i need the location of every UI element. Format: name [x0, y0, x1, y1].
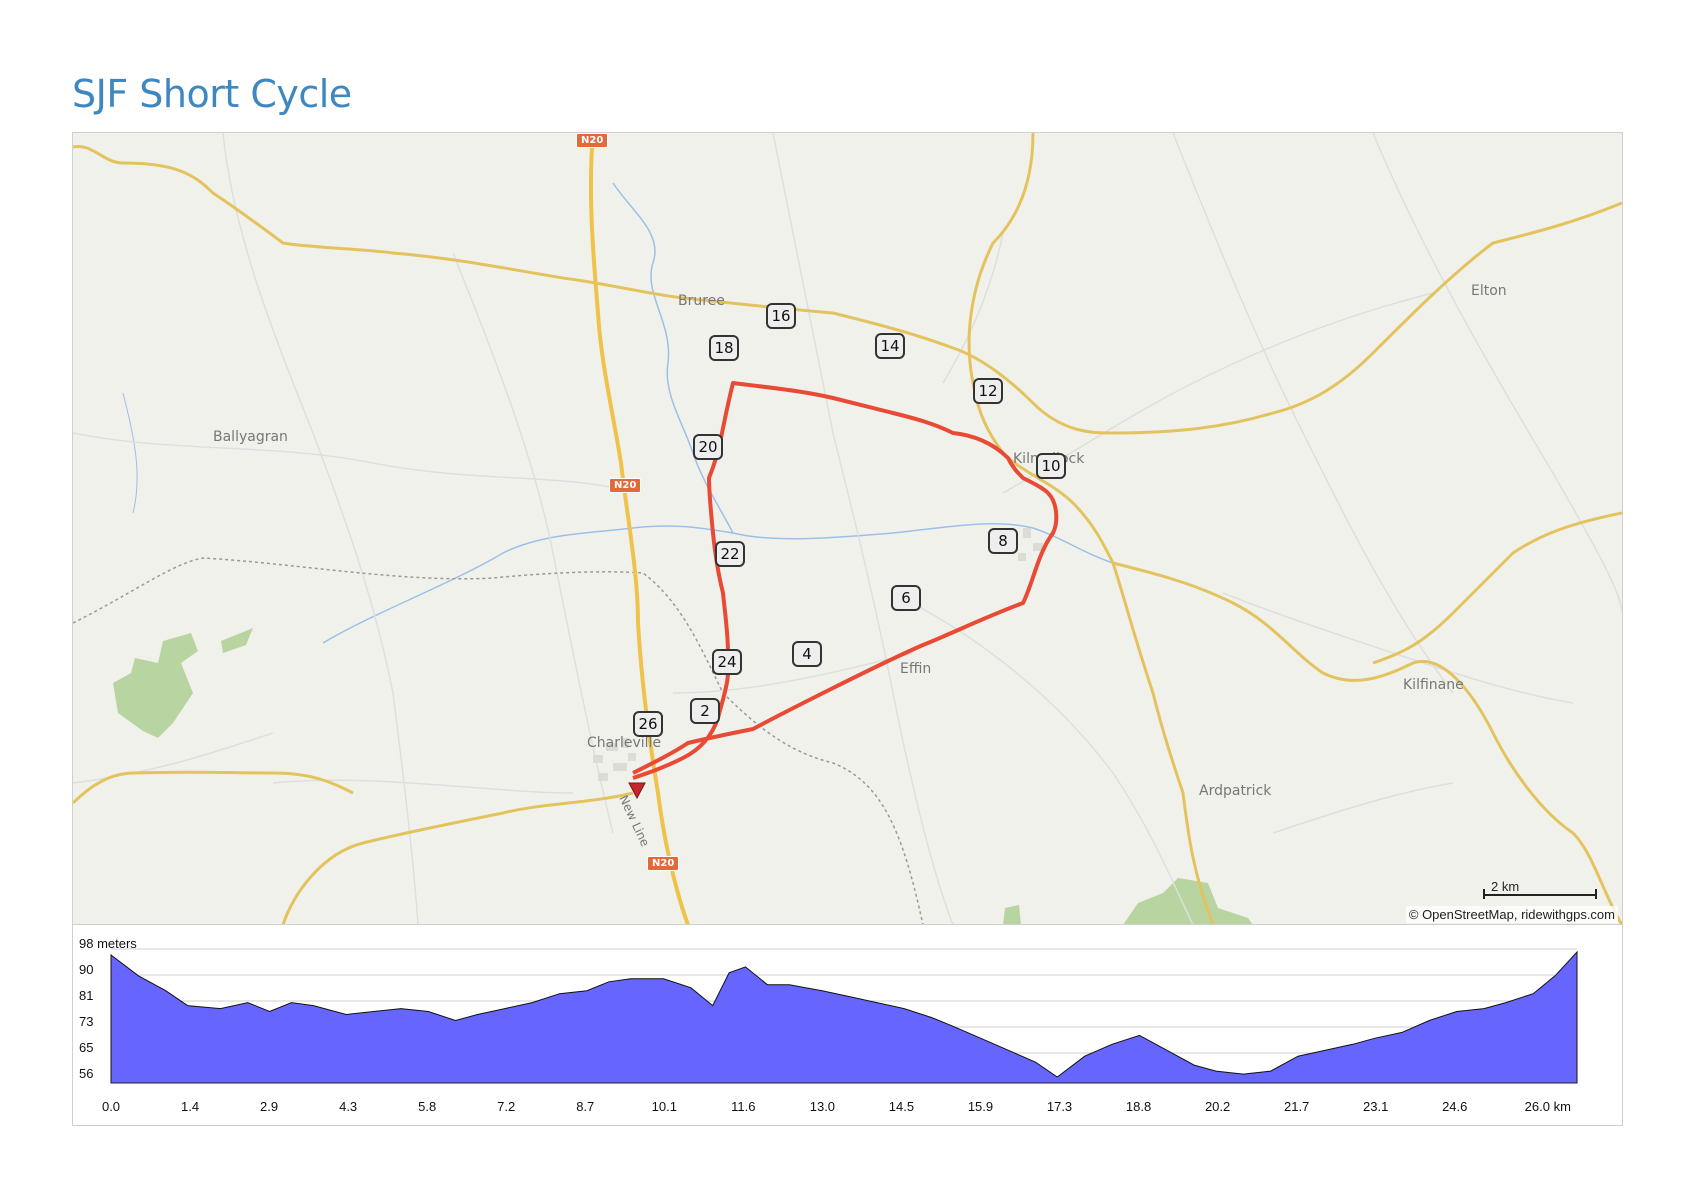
x-tick-label: 7.2: [497, 1099, 516, 1114]
scale-line: [1483, 894, 1597, 896]
scale-tick: [1595, 889, 1597, 899]
y-tick-label: 56: [79, 1066, 94, 1081]
km-marker-20[interactable]: 20: [693, 434, 723, 460]
km-marker-16[interactable]: 16: [766, 303, 796, 329]
x-tick-label: 14.5: [888, 1099, 915, 1114]
elevation-area: [110, 950, 1578, 1084]
place-label-charleville: Charleville: [587, 735, 662, 751]
km-marker-24[interactable]: 24: [712, 649, 742, 675]
y-tick-label: 65: [79, 1040, 94, 1055]
start-end-pin[interactable]: [628, 782, 646, 800]
stream: [122, 392, 138, 514]
scale-bar: 2 km: [1483, 879, 1597, 899]
km-marker-2[interactable]: 2: [690, 698, 720, 724]
y-tick-label: 81: [79, 988, 94, 1003]
x-tick-label: 5.8: [418, 1099, 437, 1114]
x-tick-label: 17.3: [1046, 1099, 1073, 1114]
y-tick-label: 90: [79, 962, 94, 977]
x-tick-label: 18.8: [1125, 1099, 1152, 1114]
x-tick-label: 20.2: [1204, 1099, 1231, 1114]
x-tick-label: 2.9: [260, 1099, 279, 1114]
place-label-ballyagran: Ballyagran: [213, 429, 288, 445]
km-marker-4[interactable]: 4: [792, 641, 822, 667]
x-tick-label: 21.7: [1283, 1099, 1310, 1114]
woodland-area: [221, 628, 253, 653]
x-tick-label: 0.0: [101, 1099, 121, 1114]
y-tick-label: 73: [79, 1014, 94, 1029]
woodland-area: [113, 633, 198, 738]
y-axis-unit-label: 98 meters: [79, 936, 137, 951]
scale-label: 2 km: [1491, 879, 1520, 894]
minor-roads: [73, 133, 1622, 925]
km-marker-10[interactable]: 10: [1036, 453, 1066, 479]
road-shield-n20: N20: [647, 856, 680, 871]
x-tick-label: 26.0 km: [1524, 1099, 1571, 1114]
x-tick-label: 24.6: [1442, 1099, 1468, 1114]
woodland-area: [1123, 878, 1253, 925]
map-canvas: [73, 133, 1622, 925]
railway: [73, 557, 924, 925]
km-marker-18[interactable]: 18: [709, 335, 739, 361]
route-line: [632, 381, 1059, 780]
x-tick-label: 11.6: [731, 1099, 756, 1114]
place-label-bruree: Bruree: [678, 293, 725, 309]
elevation-chart: [110, 948, 1578, 1084]
x-tick-label: 1.4: [180, 1099, 200, 1114]
place-label-kilfinane: Kilfinane: [1403, 677, 1464, 693]
page-title: SJF Short Cycle: [72, 72, 352, 116]
x-tick-label: 13.0: [809, 1099, 836, 1114]
km-marker-12[interactable]: 12: [973, 378, 1003, 404]
woodland-area: [1003, 905, 1021, 925]
road-shield-n20: N20: [609, 478, 642, 493]
n20-road: [588, 133, 690, 925]
place-label-ardpatrick: Ardpatrick: [1199, 783, 1272, 799]
scale-tick: [1483, 889, 1485, 899]
place-label-effin: Effin: [900, 661, 932, 677]
km-marker-26[interactable]: 26: [633, 711, 663, 737]
x-tick-label: 8.7: [576, 1099, 595, 1114]
km-marker-22[interactable]: 22: [715, 541, 745, 567]
map-attribution[interactable]: © OpenStreetMap, ridewithgps.com: [1405, 906, 1618, 923]
km-marker-6[interactable]: 6: [891, 585, 921, 611]
river: [322, 525, 734, 644]
main-roads: [73, 133, 1622, 925]
elevation-profile: 98 meters 90 81 73 65 56 0.0 1.4 2.9 4.3 5.8…: [72, 924, 1623, 1126]
x-tick-label: 10.1: [651, 1099, 677, 1114]
x-tick-label: 23.1: [1363, 1099, 1389, 1114]
x-tick-label: 4.3: [339, 1099, 358, 1114]
x-tick-label: 15.9: [967, 1099, 994, 1114]
route-map[interactable]: Bruree Ballyagran Kilmallock Elton Effin…: [72, 132, 1623, 926]
river: [612, 182, 1114, 564]
road-shield-n20: N20: [576, 133, 609, 148]
place-label-elton: Elton: [1471, 283, 1507, 299]
km-marker-8[interactable]: 8: [988, 528, 1018, 554]
km-marker-14[interactable]: 14: [875, 333, 905, 359]
